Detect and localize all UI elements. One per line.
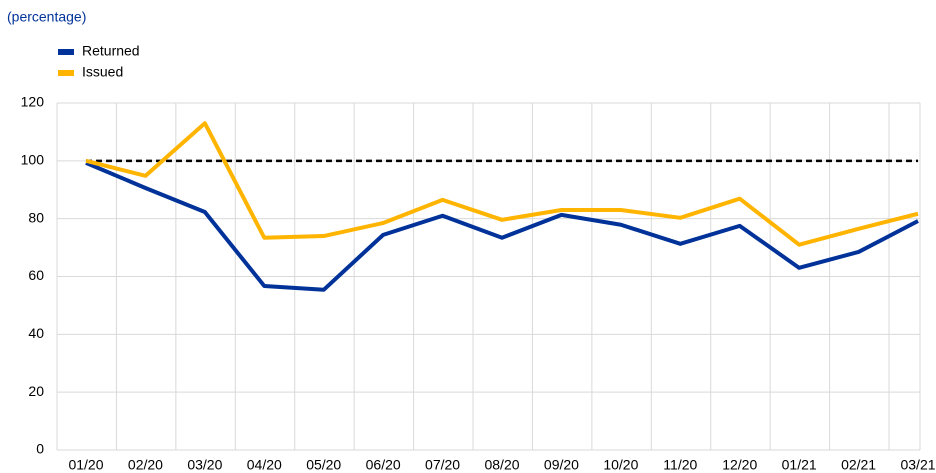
- series-line: [85, 121, 919, 247]
- y-tick-label: 0: [36, 441, 44, 457]
- legend-label: Issued: [82, 64, 123, 80]
- x-tick-label: 07/20: [425, 457, 460, 473]
- x-tick-label: 04/20: [247, 457, 282, 473]
- y-tick-label: 20: [28, 383, 44, 399]
- y-tick-label: 120: [21, 94, 45, 110]
- x-tick-label: 10/20: [603, 457, 638, 473]
- y-tick-label: 100: [21, 152, 45, 168]
- x-tick-label: 03/21: [900, 457, 935, 473]
- x-tick-label: 09/20: [544, 457, 579, 473]
- x-tick-label: 08/20: [484, 457, 519, 473]
- x-tick-label: 02/21: [841, 457, 876, 473]
- y-tick-label: 60: [28, 267, 44, 283]
- x-tick-label: 11/20: [663, 457, 697, 473]
- legend-label: Returned: [82, 43, 140, 59]
- x-tick-label: 03/20: [187, 457, 222, 473]
- x-tick-label: 05/20: [306, 457, 341, 473]
- x-tick-label: 06/20: [366, 457, 401, 473]
- x-tick-label: 02/20: [128, 457, 163, 473]
- y-tick-label: 40: [28, 325, 44, 341]
- x-tick-label: 01/21: [782, 457, 817, 473]
- legend-swatch: [58, 70, 74, 76]
- legend-swatch: [58, 49, 74, 55]
- series-line: [85, 161, 919, 292]
- chart-subtitle: (percentage): [7, 9, 86, 25]
- x-tick-label: 01/20: [68, 457, 103, 473]
- x-tick-label: 12/20: [722, 457, 757, 473]
- y-tick-label: 80: [28, 209, 44, 225]
